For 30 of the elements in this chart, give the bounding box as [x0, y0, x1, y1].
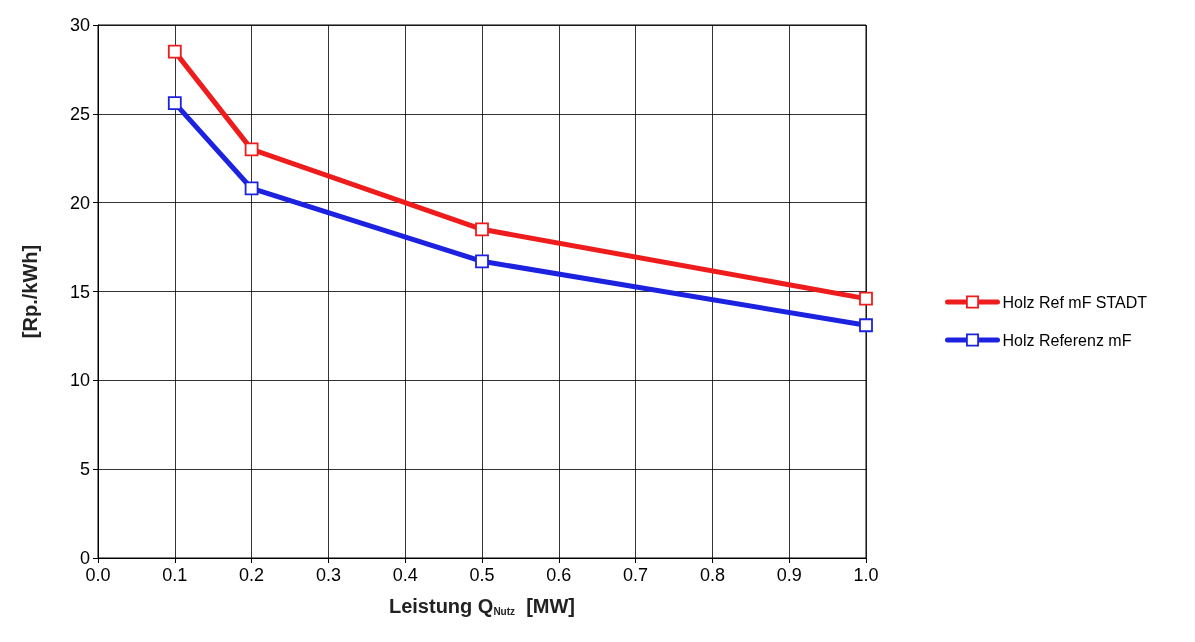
x-tick-label: 0.9: [776, 565, 802, 585]
y-tick-label: 30: [69, 15, 90, 35]
y-tick-label: 5: [79, 459, 90, 480]
y-tick-label: 20: [69, 192, 90, 213]
x-tick-label: 0.0: [85, 565, 111, 585]
x-tick-label: 0.7: [623, 565, 649, 585]
point: [244, 181, 259, 196]
x-axis-title: Leistung QNutz [MW]: [388, 595, 576, 617]
y-axis-title: [Rp./kWh]: [19, 244, 41, 339]
point: [475, 222, 489, 237]
y-tick-label: 0: [79, 548, 90, 568]
point: [859, 318, 873, 333]
x-tick-label: 0.8: [699, 565, 725, 585]
x-tick-label: 0.4: [392, 565, 418, 585]
x-tick-label: 0.5: [469, 565, 495, 585]
x-tick-label: 1.0: [853, 565, 879, 585]
point: [859, 291, 873, 306]
y-tick-label: 25: [69, 103, 90, 124]
point: [167, 96, 182, 111]
point: [475, 254, 489, 269]
point: [167, 44, 182, 59]
legend-label: Holz Referenz mF: [1002, 331, 1132, 349]
x-tick-label: 0.6: [546, 565, 572, 585]
y-tick-label: 15: [69, 281, 90, 302]
legend-label: Holz Ref mF STADT: [1002, 293, 1148, 311]
x-tick-label: 0.1: [162, 565, 188, 585]
point: [244, 142, 259, 157]
x-tick-label: 0.3: [315, 565, 341, 585]
y-tick-label: 10: [69, 370, 90, 391]
x-tick-label: 0.2: [239, 565, 265, 585]
